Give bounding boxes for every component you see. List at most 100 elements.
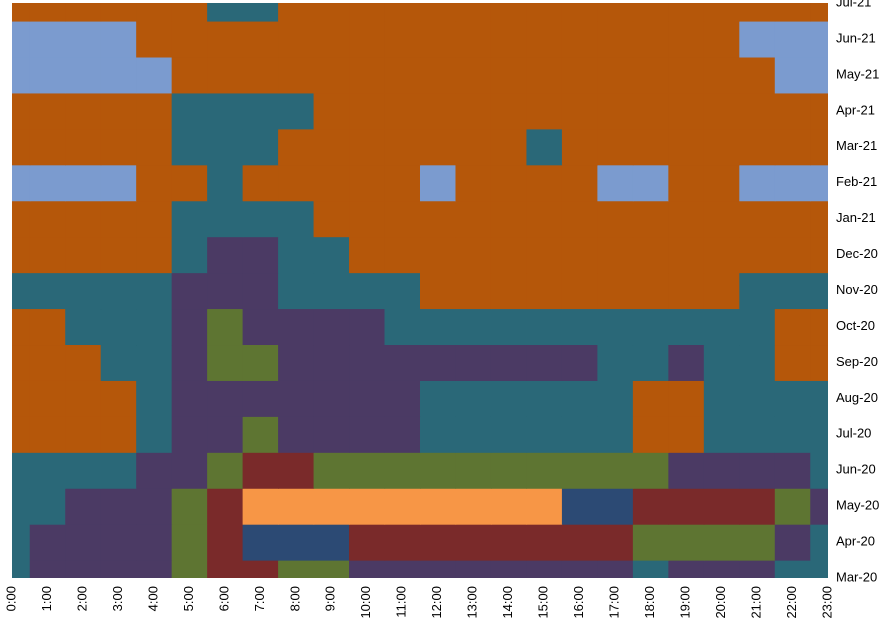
contour-cell	[100, 560, 137, 578]
contour-cell	[739, 560, 776, 578]
contour-cell	[100, 128, 137, 166]
contour-cell	[455, 560, 492, 578]
contour-cell	[384, 380, 421, 417]
contour-cell	[739, 200, 776, 238]
contour-cell	[12, 380, 31, 417]
contour-cell	[65, 200, 102, 238]
contour-cell	[313, 380, 350, 417]
contour-cell	[278, 308, 315, 346]
contour-cell	[136, 20, 173, 58]
contour-cell	[100, 56, 137, 94]
contour-cell	[455, 416, 492, 453]
contour-cell	[136, 416, 173, 453]
contour-cell	[420, 560, 457, 578]
contour-cell	[384, 3, 421, 22]
contour-cell	[207, 524, 244, 561]
contour-cell	[136, 200, 173, 238]
contour-cell	[29, 164, 66, 202]
y-tick-label: Dec-20	[836, 246, 878, 261]
contour-cell	[561, 488, 598, 525]
contour-cell	[313, 92, 350, 130]
contour-cell	[313, 416, 350, 453]
contour-cell	[100, 380, 137, 417]
contour-cell	[65, 56, 102, 94]
x-tick-label: 15:00	[536, 586, 551, 619]
contour-cell	[278, 56, 315, 94]
contour-cell	[668, 488, 705, 525]
contour-cell	[384, 524, 421, 561]
contour-cell	[207, 344, 244, 381]
contour-cell	[65, 92, 102, 130]
contour-cell	[65, 524, 102, 561]
contour-cell	[278, 452, 315, 489]
x-tick-label: 16:00	[571, 586, 586, 619]
contour-cell	[810, 488, 828, 525]
contour-cell	[561, 308, 598, 346]
contour-cell	[810, 560, 828, 578]
contour-cell	[810, 416, 828, 453]
contour-cell	[455, 164, 492, 202]
contour-cell	[703, 3, 740, 22]
contour-cell	[384, 56, 421, 94]
y-tick-label: Sep-20	[836, 354, 878, 369]
y-tick-label: Jan-21	[836, 210, 876, 225]
y-tick-label: May-21	[836, 66, 879, 81]
contour-cell	[136, 308, 173, 346]
contour-cell	[668, 128, 705, 166]
contour-cell	[65, 272, 102, 310]
contour-cell	[100, 344, 137, 381]
contour-cell	[349, 524, 386, 561]
contour-cell	[349, 236, 386, 274]
contour-cell	[171, 236, 208, 274]
contour-cell	[774, 92, 811, 130]
contour-cell	[490, 236, 528, 274]
contour-cell	[29, 488, 66, 525]
contour-cell	[349, 452, 386, 489]
contour-cell	[12, 200, 31, 238]
contour-cell	[526, 524, 563, 561]
contour-cell	[65, 308, 102, 346]
contour-cell	[632, 236, 669, 274]
plot-area	[12, 3, 828, 578]
contour-cell	[384, 236, 421, 274]
contour-cell	[65, 380, 102, 417]
contour-cell	[632, 92, 669, 130]
contour-cell	[29, 452, 66, 489]
contour-cell	[136, 128, 173, 166]
contour-cell	[632, 380, 669, 417]
contour-cell	[455, 200, 492, 238]
contour-cell	[278, 524, 315, 561]
contour-cell	[420, 452, 457, 489]
contour-cell	[632, 128, 669, 166]
contour-cell	[349, 416, 386, 453]
contour-cell	[349, 56, 386, 94]
contour-cell	[384, 452, 421, 489]
contour-cell	[810, 380, 828, 417]
contour-cell	[810, 344, 828, 381]
contour-cell	[278, 560, 315, 578]
contour-cell	[384, 92, 421, 130]
contour-cell	[171, 128, 208, 166]
contour-cell	[12, 344, 31, 381]
contour-cell	[12, 236, 31, 274]
contour-cell	[136, 3, 173, 22]
x-tick-label: 20:00	[713, 586, 728, 619]
contour-cell	[100, 488, 137, 525]
contour-cell	[597, 416, 634, 453]
contour-cell	[384, 272, 421, 310]
y-tick-label: Jul-21	[836, 0, 871, 9]
contour-cell	[349, 3, 386, 22]
contour-cell	[668, 272, 705, 310]
contour-cell	[526, 56, 563, 94]
x-tick-label: 2:00	[74, 586, 89, 611]
contour-cell	[455, 344, 492, 381]
contour-cell	[207, 308, 244, 346]
y-tick-label: Aug-20	[836, 390, 878, 405]
contour-cell	[384, 560, 421, 578]
contour-cell	[384, 488, 421, 525]
contour-cell	[313, 200, 350, 238]
y-tick-label: May-20	[836, 498, 879, 513]
y-tick-label: Apr-20	[836, 534, 875, 549]
contour-cell	[632, 56, 669, 94]
contour-cell	[490, 164, 528, 202]
